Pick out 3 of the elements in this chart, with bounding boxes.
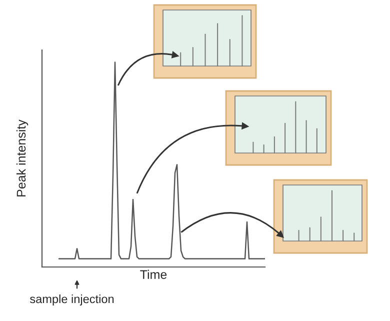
x-axis-title: Time <box>140 270 167 279</box>
text: sample injection <box>30 294 114 306</box>
y-axis-title: Peak intensity <box>16 120 28 196</box>
